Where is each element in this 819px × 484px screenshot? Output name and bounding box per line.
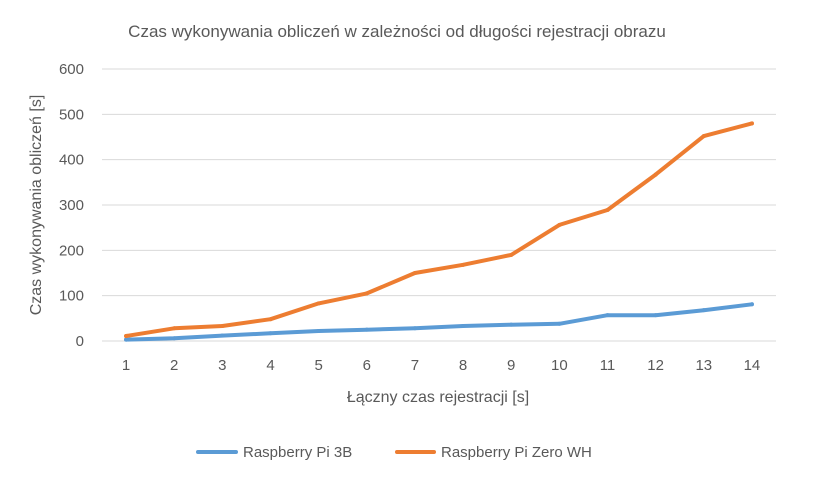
y-tick-label: 500 (59, 106, 84, 123)
data-point (509, 252, 514, 257)
y-tick-label: 100 (59, 288, 84, 305)
x-tick-label: 2 (170, 357, 178, 374)
data-point (461, 262, 466, 267)
x-tick-label: 11 (600, 357, 616, 374)
x-tick-label: 4 (266, 357, 274, 374)
x-axis-label: Łączny czas rejestracji [s] (347, 389, 529, 406)
data-point (172, 326, 177, 331)
x-tick-label: 8 (459, 357, 467, 374)
data-point (749, 302, 754, 307)
data-point (172, 336, 177, 341)
x-tick-label: 12 (647, 357, 664, 374)
series-lines (124, 121, 754, 342)
y-tick-label: 200 (59, 242, 84, 259)
x-tick-label: 5 (314, 357, 322, 374)
legend-item-2: Raspberry Pi Zero WH (395, 444, 592, 461)
data-point (316, 329, 321, 334)
data-point (509, 322, 514, 327)
y-axis-ticks: 0 100 200 300 400 500 600 (59, 61, 84, 350)
data-point (749, 121, 754, 126)
y-tick-label: 600 (59, 61, 84, 78)
data-point (220, 324, 225, 329)
legend-label: Raspberry Pi 3B (243, 444, 352, 461)
data-point (124, 337, 129, 342)
y-tick-label: 0 (76, 333, 84, 350)
data-point (461, 324, 466, 329)
data-point (412, 271, 417, 275)
chart-title: Czas wykonywania obliczeń w zależności o… (128, 22, 666, 41)
x-tick-label: 6 (363, 357, 371, 374)
data-point (701, 308, 706, 313)
y-axis-label: Czas wykonywania obliczeń [s] (28, 95, 45, 316)
x-tick-label: 7 (411, 357, 419, 374)
data-point (220, 333, 225, 338)
data-point (653, 172, 658, 177)
data-point (653, 313, 658, 318)
data-point (268, 317, 273, 322)
data-point (557, 222, 562, 227)
x-tick-label: 13 (695, 357, 712, 374)
x-tick-label: 10 (551, 357, 568, 374)
series-line-1 (124, 302, 754, 342)
legend-item-1: Raspberry Pi 3B (196, 444, 352, 461)
data-point (412, 326, 417, 331)
series-line-2 (124, 121, 754, 338)
x-tick-label: 9 (507, 357, 515, 374)
legend-label: Raspberry Pi Zero WH (441, 444, 592, 461)
data-point (701, 134, 706, 139)
x-tick-label: 1 (122, 357, 130, 374)
gridlines (102, 68, 776, 342)
x-tick-label: 14 (744, 357, 761, 374)
legend: Raspberry Pi 3B Raspberry Pi Zero WH (196, 444, 592, 461)
y-tick-label: 400 (59, 152, 84, 169)
y-tick-label: 300 (59, 197, 84, 214)
data-point (605, 207, 610, 212)
data-point (364, 327, 369, 332)
x-axis-ticks: 1 2 3 4 5 6 7 8 9 10 11 12 13 14 (122, 357, 760, 374)
data-point (124, 334, 129, 339)
data-point (316, 301, 321, 306)
x-tick-label: 3 (218, 357, 226, 374)
data-point (557, 321, 562, 326)
data-point (268, 331, 273, 336)
data-point (364, 291, 369, 296)
data-point (605, 313, 610, 318)
